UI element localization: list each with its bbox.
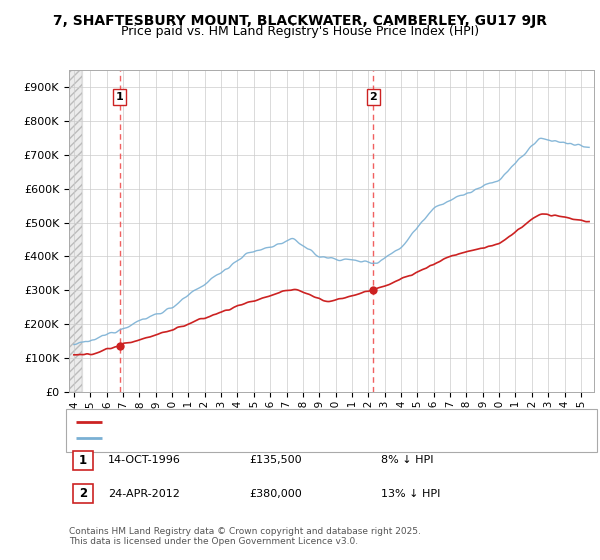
Text: 24-APR-2012: 24-APR-2012 xyxy=(108,489,180,499)
Text: £380,000: £380,000 xyxy=(249,489,302,499)
Text: 8% ↓ HPI: 8% ↓ HPI xyxy=(381,455,433,465)
Text: Price paid vs. HM Land Registry's House Price Index (HPI): Price paid vs. HM Land Registry's House … xyxy=(121,25,479,38)
Text: 2: 2 xyxy=(79,487,87,501)
Text: 13% ↓ HPI: 13% ↓ HPI xyxy=(381,489,440,499)
Text: HPI: Average price, detached house, Hart: HPI: Average price, detached house, Hart xyxy=(108,433,338,444)
Text: 14-OCT-1996: 14-OCT-1996 xyxy=(108,455,181,465)
Text: 1: 1 xyxy=(79,454,87,467)
Text: £135,500: £135,500 xyxy=(249,455,302,465)
Bar xyxy=(69,70,82,392)
Bar xyxy=(69,70,82,392)
Text: Contains HM Land Registry data © Crown copyright and database right 2025.
This d: Contains HM Land Registry data © Crown c… xyxy=(69,526,421,546)
Text: 7, SHAFTESBURY MOUNT, BLACKWATER, CAMBERLEY, GU17 9JR (detached house): 7, SHAFTESBURY MOUNT, BLACKWATER, CAMBER… xyxy=(108,417,565,427)
Text: 1: 1 xyxy=(116,92,124,102)
Text: 7, SHAFTESBURY MOUNT, BLACKWATER, CAMBERLEY, GU17 9JR: 7, SHAFTESBURY MOUNT, BLACKWATER, CAMBER… xyxy=(53,14,547,28)
Text: 2: 2 xyxy=(370,92,377,102)
